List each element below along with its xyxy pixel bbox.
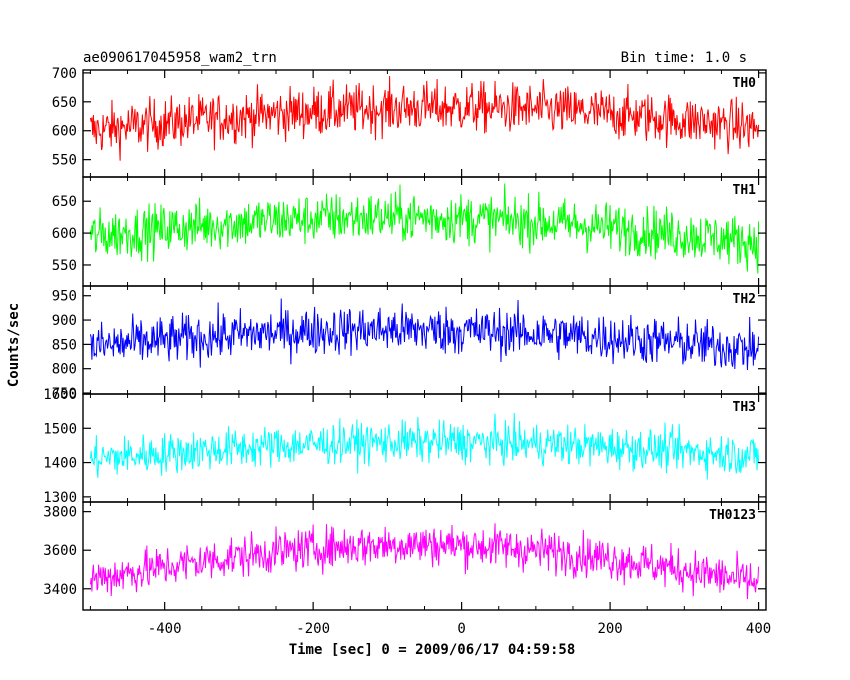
series-line-th2 [89,298,760,370]
series-line-th1 [89,183,760,274]
x-tick-label: 400 [746,621,771,637]
y-tick-label: 650 [52,194,77,210]
y-tick-label: 1500 [43,421,77,437]
y-tick-label: 3800 [43,505,77,521]
y-tick-label: 1400 [43,456,77,472]
y-tick-label: 700 [52,66,77,82]
panels: 550 600 650 700 TH0 550 600 650 TH1 750 800 850 900 9… [43,66,767,611]
y-tick-label: 550 [52,153,77,169]
y-tick-label: 600 [52,124,77,140]
panel-th0: 550 600 650 700 TH0 [52,66,767,178]
bin-time-label: Bin time: 1.0 s [621,50,747,66]
y-tick-label: 1600 [43,387,77,403]
chart-title: ae090617045958_wam2_trn [83,50,277,66]
y-tick-label: 800 [52,362,77,378]
y-tick-label: 550 [52,258,77,274]
panel-frame [82,285,767,395]
x-axis: -400 -200 0 200 400 [148,621,771,637]
y-tick-label: 3600 [43,543,77,559]
series-label-th1: TH1 [733,183,757,198]
panel-th0123: 3400 3600 3800 TH0123 [43,501,767,611]
y-tick-label: 650 [52,95,77,111]
y-tick-label: 950 [52,289,77,305]
series-label-th3: TH3 [733,400,756,415]
series-label-th0123: TH0123 [709,508,756,523]
panel-frame [82,501,767,611]
y-tick-label: 750 [52,386,77,402]
series-line-th0123 [89,523,760,600]
y-tick-label: 900 [52,313,77,329]
x-axis-title: Time [sec] 0 = 2009/06/17 04:59:58 [289,642,576,658]
y-tick-label: 3400 [43,582,77,598]
series-line-th3 [89,412,760,480]
x-tick-label: -200 [296,621,330,637]
y-axis-title: Counts/sec [6,303,22,387]
y-tick-label: 1300 [43,490,77,506]
panel-th2: 750 800 850 900 950 TH2 [52,285,767,402]
x-tick-label: 200 [597,621,622,637]
panel-th1: 550 600 650 TH1 [52,176,767,287]
x-tick-label: 0 [457,621,465,637]
y-tick-label: 600 [52,226,77,242]
panel-th3: 1300 1400 1500 1600 TH3 [43,387,767,506]
x-tick-label: -400 [148,621,182,637]
y-tick-label: 850 [52,337,77,353]
series-label-th2: TH2 [733,292,756,307]
series-label-th0: TH0 [733,76,757,91]
series-line-th0 [89,76,760,161]
